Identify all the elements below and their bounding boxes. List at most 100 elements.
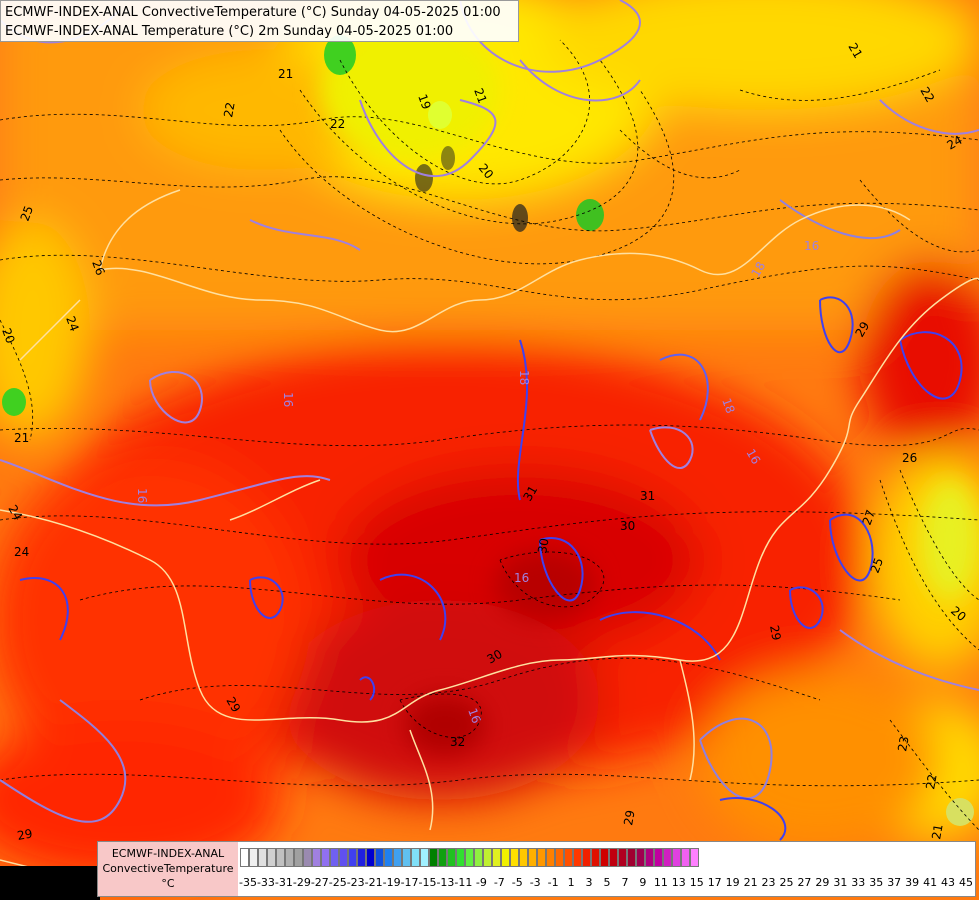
no-data-area xyxy=(0,866,100,900)
legend-tick: -3 xyxy=(529,876,541,889)
legend-label-model: ECMWF-INDEX-ANAL xyxy=(111,847,225,860)
contour-label: 16 xyxy=(804,239,819,253)
legend-swatch xyxy=(465,848,474,867)
contour-label: 32 xyxy=(450,735,465,749)
legend-swatch xyxy=(411,848,420,867)
contour-label: 31 xyxy=(520,483,540,503)
legend-tick: 43 xyxy=(941,876,956,889)
contour-label: 22 xyxy=(330,117,345,131)
legend-tick: 3 xyxy=(585,876,593,889)
legend-swatch xyxy=(249,848,258,867)
contour-label: 25 xyxy=(18,204,36,223)
contour-label: 29 xyxy=(223,695,243,715)
legend-swatch xyxy=(429,848,438,867)
legend-tick: 29 xyxy=(815,876,830,889)
contour-label: 30 xyxy=(485,647,505,667)
contour-label: 25 xyxy=(868,556,886,575)
legend-swatch xyxy=(384,848,393,867)
contour-label: 18 xyxy=(517,370,531,385)
contour-label: 27 xyxy=(860,508,878,527)
legend-tick: 11 xyxy=(653,876,668,889)
convective-temperature-contours xyxy=(0,0,979,841)
legend-swatch xyxy=(312,848,321,867)
legend-swatch xyxy=(366,848,375,867)
legend-tick: -1 xyxy=(547,876,559,889)
legend-swatch xyxy=(627,848,636,867)
legend-tick: 17 xyxy=(707,876,722,889)
contour-label: 29 xyxy=(767,624,783,641)
contour-label: 18 xyxy=(748,259,768,279)
legend-swatch xyxy=(528,848,537,867)
contour-label: 16 xyxy=(135,488,149,503)
legend-tick: 23 xyxy=(761,876,776,889)
legend-label-unit: °C xyxy=(161,877,175,890)
legend-label-variable: ConvectiveTemperature xyxy=(102,862,234,875)
legend-swatch xyxy=(474,848,483,867)
contour-label: 18 xyxy=(719,396,737,415)
legend-tick: 33 xyxy=(851,876,866,889)
legend-swatch xyxy=(402,848,411,867)
legend-tick: 31 xyxy=(833,876,848,889)
legend-swatch xyxy=(438,848,447,867)
legend-tick: -17 xyxy=(400,876,419,889)
legend-tick: 1 xyxy=(567,876,575,889)
legend-swatch xyxy=(285,848,294,867)
legend-swatch xyxy=(636,848,645,867)
contour-label: 21 xyxy=(471,86,489,105)
legend-swatch xyxy=(645,848,654,867)
legend-swatch xyxy=(573,848,582,867)
legend-tick: -9 xyxy=(475,876,487,889)
legend-tick: 19 xyxy=(725,876,740,889)
contour-label: 21 xyxy=(845,41,865,61)
legend-swatch xyxy=(501,848,510,867)
legend-swatch xyxy=(582,848,591,867)
legend-tick: -35 xyxy=(239,876,257,889)
contour-label: 22 xyxy=(917,85,937,105)
legend-tick: -11 xyxy=(454,876,473,889)
contour-label: 26 xyxy=(902,451,917,465)
contour-label: 24 xyxy=(5,503,25,523)
legend-swatch xyxy=(375,848,384,867)
contour-label: 21 xyxy=(14,431,29,445)
legend-swatch xyxy=(321,848,330,867)
contour-label: 16 xyxy=(514,571,529,585)
contour-label: 24 xyxy=(945,133,965,153)
contour-label: 22 xyxy=(221,101,237,118)
legend-tick: -29 xyxy=(292,876,311,889)
legend-swatch xyxy=(357,848,366,867)
legend-swatch xyxy=(294,848,303,867)
legend-swatch xyxy=(339,848,348,867)
legend-tick: -23 xyxy=(346,876,365,889)
legend-swatch xyxy=(348,848,357,867)
legend-swatch xyxy=(537,848,546,867)
legend-swatch xyxy=(483,848,492,867)
legend-swatch xyxy=(672,848,681,867)
contour-label: 24 xyxy=(14,545,29,559)
contour-label: 16 xyxy=(281,392,295,407)
legend-swatch xyxy=(330,848,339,867)
title-line-convective: ECMWF-INDEX-ANAL ConvectiveTemperature (… xyxy=(5,5,501,20)
legend-tick: -13 xyxy=(436,876,455,889)
legend-swatch xyxy=(600,848,609,867)
contour-label: 20 xyxy=(0,326,18,345)
legend-swatch xyxy=(690,848,699,867)
legend-swatch xyxy=(276,848,285,867)
contour-label-layer: 21 22 22 19 21 20 21 22 24 25 26 24 20 2… xyxy=(0,41,969,843)
legend-tick: 39 xyxy=(905,876,920,889)
dashed-contours xyxy=(0,39,979,831)
legend-swatch xyxy=(258,848,267,867)
legend-swatch xyxy=(681,848,690,867)
contour-label: 29 xyxy=(621,809,637,826)
contour-label: 31 xyxy=(640,489,655,503)
legend-tick: -27 xyxy=(310,876,329,889)
legend-tick: -21 xyxy=(364,876,383,889)
legend-tick: -15 xyxy=(418,876,437,889)
legend-tick: 13 xyxy=(671,876,686,889)
contour-label: 21 xyxy=(278,67,293,81)
legend-tick: 15 xyxy=(689,876,704,889)
legend-tick: 25 xyxy=(779,876,794,889)
legend-swatch xyxy=(447,848,456,867)
